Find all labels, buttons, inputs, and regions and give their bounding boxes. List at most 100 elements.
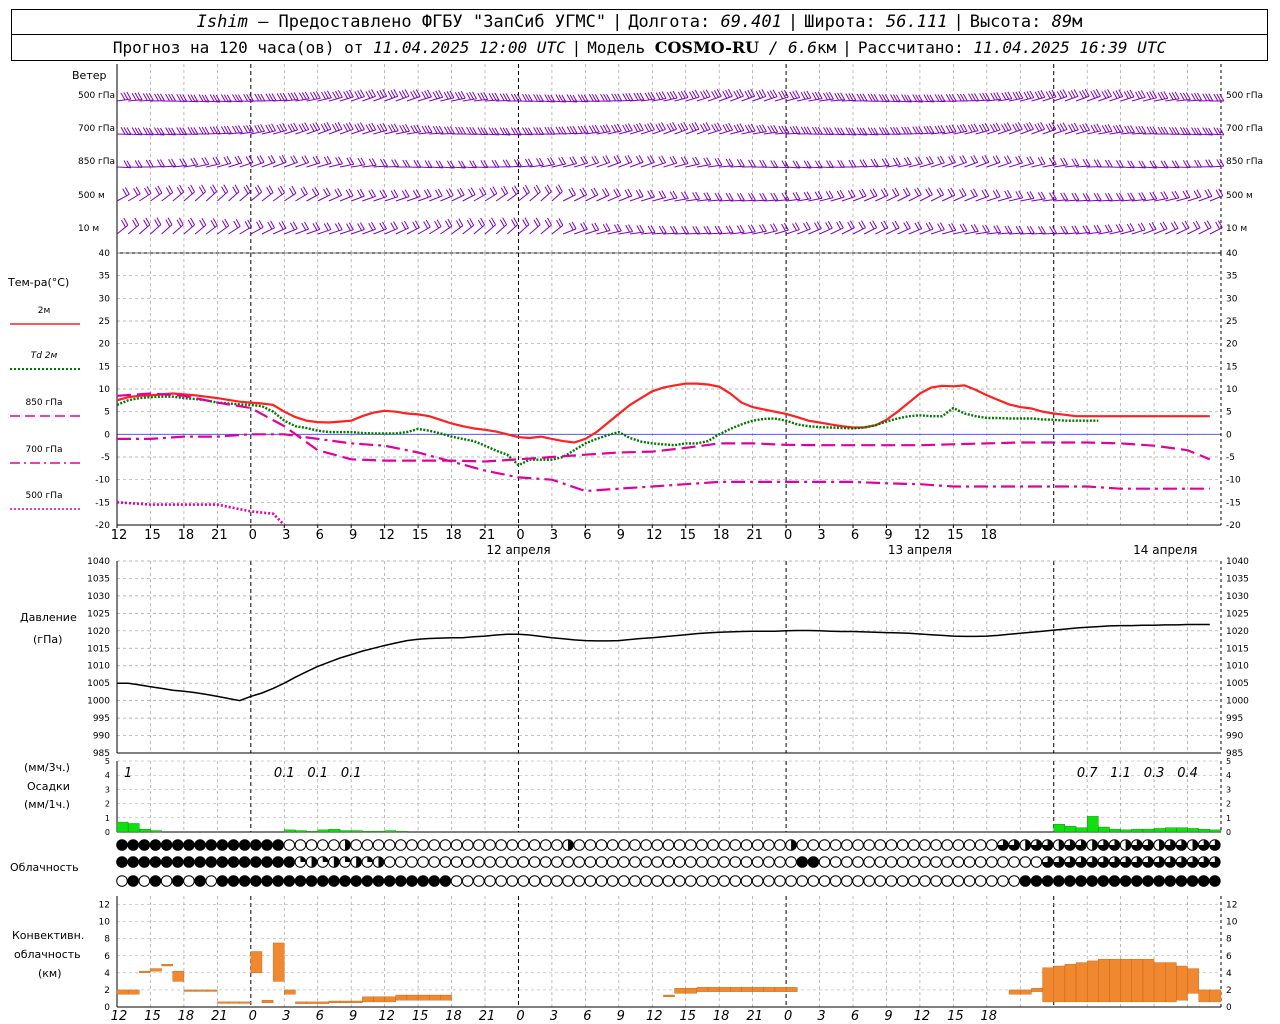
cloud-fill [1064,856,1076,868]
wind-barb-feather [309,124,315,132]
wind-barb [997,122,1012,135]
wind-barb [741,193,756,202]
wind-barb-feather [513,127,519,135]
cloud-cover-symbol [350,875,362,887]
wind-barb [306,222,321,235]
precip-bar [1120,829,1132,833]
wind-barb-feather [1060,226,1066,234]
wind-barb [127,217,140,235]
wind-barb [217,184,229,202]
wind-barb-feather [1107,224,1113,232]
wind-barb-feather [469,92,474,100]
time-tick-label: 18 [178,528,195,543]
wind-barb-feather [499,93,505,101]
cloud-circle [751,856,764,868]
wind-barb-feather [257,124,263,133]
wind-barb-feather [1217,220,1223,228]
wind-barb-feather [893,127,898,135]
wind-barb-feather [525,127,530,135]
wind-barb-shaft [1020,162,1034,168]
wind-barb-feather [778,91,784,99]
wind-barb-shaft [284,161,298,168]
wind-barb-shaft [585,131,600,135]
wind-barb-feather [126,127,132,135]
conv-ytick-left: 10 [99,918,111,928]
precip-bar [150,830,162,833]
wind-barb-feather [123,92,129,100]
wind-barb [562,187,576,202]
cloud-circle [919,875,931,887]
wind-barb [975,122,990,135]
cloud-cover-symbol [350,839,362,851]
wind-barb-feather [323,188,329,197]
wind-barb-shaft [930,229,945,235]
wind-barb-feather [298,92,304,101]
wind-barb-shaft [618,130,633,135]
cloud-cover-symbol [272,875,284,887]
wind-barb [172,127,188,136]
wind-barb-feather [825,191,831,199]
wind-barb-shaft [339,195,354,202]
wind-barb-feather [502,159,508,168]
wind-barb-feather [1126,90,1132,99]
temp-ytick-left: 30 [99,294,111,304]
wind-barb-feather [424,125,430,133]
wind-barb-feather [594,124,600,133]
cloud-circle [841,856,853,868]
convective-bar [1042,967,1054,1003]
wind-barb-shaft [507,192,519,202]
cloud-cover-symbol [171,839,184,851]
conv-unit: (км) [38,967,62,980]
cloud-cover-symbol [941,875,954,887]
wind-barb-shaft [953,194,967,202]
pres-ytick-right: 1010 [1226,662,1249,672]
wind-barb [830,127,846,136]
wind-barb-feather [223,94,229,102]
wind-barb-feather [201,184,206,192]
wind-barb-shaft [707,232,723,235]
wind-barb-feather [516,159,522,167]
wind-barb-shaft [551,163,566,168]
wind-barb [585,222,600,235]
wind-barb-shaft [752,199,767,202]
wind-barb-feather [424,190,429,198]
wind-barb-feather [647,225,653,234]
wind-barb [696,192,712,202]
alt-value: 89 [1051,12,1073,32]
wind-barb-feather [267,221,273,230]
cloud-circle [495,875,507,887]
pressure-line [117,623,1210,702]
cloud-circle [1019,875,1032,887]
wind-barb-feather [447,218,453,227]
cloud-cover-symbol [127,875,139,887]
wind-barb-feather [1051,157,1057,165]
wind-barb-feather [276,93,282,101]
wind-barb-feather [323,91,329,99]
wind-barb-shaft [875,194,889,202]
wind-barb-shaft [886,227,900,235]
wind-barb-feather [823,92,828,101]
convective-bar [328,1000,341,1003]
temp-ytick-left: 20 [99,340,111,350]
cloud-cover-symbol [305,856,318,868]
cloud-circle [562,875,574,887]
wind-barb-feather [1119,160,1124,168]
wind-barb-feather [1051,89,1057,98]
pres-ytick-left: 1005 [87,679,110,689]
wind-barb-feather [215,156,221,165]
cloud-cover-symbol [584,875,597,887]
wind-barb-feather [669,91,675,99]
wind-barb-feather [244,221,250,229]
wind-barb-feather [134,217,140,226]
wind-barb-shaft [1087,199,1102,202]
wind-barb [774,192,790,202]
wind-barb-feather [220,126,226,134]
wind-barb-feather [348,122,354,130]
wind-barb [1031,156,1046,168]
wind-barb-feather [733,124,739,133]
wind-barb-feather [1171,160,1177,168]
temp-ytick-right: 10 [1226,385,1238,395]
cloud-cover-symbol [539,875,552,887]
wind-barb-feather [817,91,823,99]
cloud-cover-symbol [160,856,173,868]
